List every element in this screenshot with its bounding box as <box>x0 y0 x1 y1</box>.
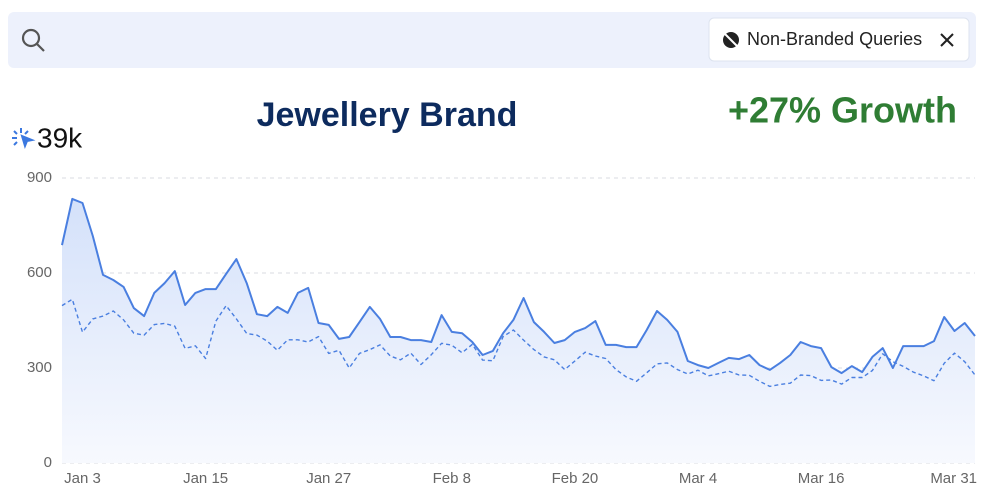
filter-chip[interactable] <box>708 17 970 62</box>
chip-label: Non-Branded Queries <box>747 29 922 49</box>
y-tick-label: 0 <box>44 454 52 471</box>
metric-value: 39k <box>37 122 83 153</box>
x-tick-label: Jan 3 <box>64 470 101 487</box>
line <box>61 197 976 375</box>
chip-icon <box>723 32 739 48</box>
area <box>62 198 975 463</box>
y-tick-label: 300 <box>27 359 52 376</box>
x-tick-label: Mar 16 <box>798 470 845 487</box>
x-tick-label: Feb 8 <box>433 470 471 487</box>
metric-icon <box>12 128 36 150</box>
line <box>61 298 976 388</box>
x-tick-label: Mar 31 <box>930 470 977 487</box>
x-tick-label: Feb 20 <box>552 470 599 487</box>
chip-close[interactable] <box>940 33 954 47</box>
annotation: +27% Growth <box>728 90 957 131</box>
y-tick-label: 900 <box>27 169 52 186</box>
x-tick-label: Mar 4 <box>679 470 717 487</box>
x-tick-label: Jan 27 <box>306 470 351 487</box>
search-icon[interactable] <box>21 28 45 52</box>
chart-title: Jewellery Brand <box>257 96 518 134</box>
x-tick-label: Jan 15 <box>183 470 228 487</box>
y-tick-label: 600 <box>27 264 52 281</box>
